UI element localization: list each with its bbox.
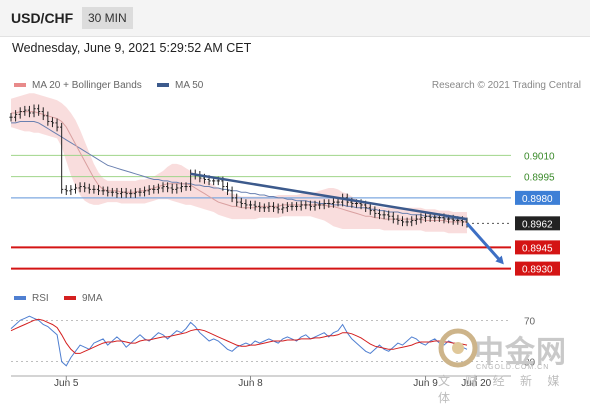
level-tag-3 [515, 216, 560, 231]
projection-arrow [465, 222, 502, 263]
x-tick-label-2: Jun 9 [413, 378, 438, 389]
level-tag-2 [515, 190, 560, 205]
legend-ma20-label: MA 20 + Bollinger Bands [32, 80, 142, 91]
ma50-swatch [157, 83, 169, 88]
level-label-3: 0.8962 [522, 219, 553, 230]
rsi-line [10, 315, 468, 367]
symbol-label: USD/CHF [11, 10, 74, 26]
legend-ma50-label: MA 50 [175, 80, 204, 91]
trendline [190, 172, 468, 221]
ma9-swatch [64, 296, 76, 301]
x-tick-label-3: Jun 20 [461, 378, 491, 389]
level-label-0: 0.9010 [524, 151, 555, 162]
research-credit: Research © 2021 Trading Central [431, 80, 581, 91]
rsi-tick-0: 70 [524, 316, 536, 327]
level-label-2: 0.8980 [522, 194, 553, 205]
chart-header: USD/CHF 30 MIN [0, 0, 590, 37]
legend-ma50: MA 50 [157, 80, 203, 91]
watermark-subtitle: 文 财 经 新 媒 体 [438, 374, 566, 405]
rsi-tick-1: 30 [524, 358, 536, 369]
level-label-4: 0.8945 [522, 243, 553, 254]
level-label-1: 0.8995 [524, 173, 555, 184]
legend-ma9: 9MA [64, 293, 103, 304]
legend-ma9-label: 9MA [82, 293, 103, 304]
timeframe-button[interactable]: 30 MIN [82, 7, 133, 29]
legend-rsi: RSI [14, 293, 49, 304]
rsi-ma-line [10, 318, 468, 354]
x-tick-label-0: Jun 5 [54, 378, 79, 389]
x-tick-label-1: Jun 8 [238, 378, 263, 389]
level-label-5: 0.8930 [522, 265, 553, 276]
ma50-line [11, 121, 468, 221]
level-tag-5 [515, 261, 560, 276]
legend-ma20: MA 20 + Bollinger Bands [14, 80, 142, 91]
rsi-swatch [14, 296, 26, 301]
ma20-swatch [14, 83, 26, 88]
watermark-url: CNGOLD.COM.CN [476, 364, 550, 371]
watermark-logo-text: 中金网 [474, 336, 567, 369]
chart-date: Wednesday, June 9, 2021 5:29:52 AM CET [12, 41, 252, 55]
level-tag-4 [515, 240, 560, 255]
legend-rsi-label: RSI [32, 293, 49, 304]
ma20-line [11, 111, 467, 223]
projection-arrow-head [495, 255, 504, 265]
